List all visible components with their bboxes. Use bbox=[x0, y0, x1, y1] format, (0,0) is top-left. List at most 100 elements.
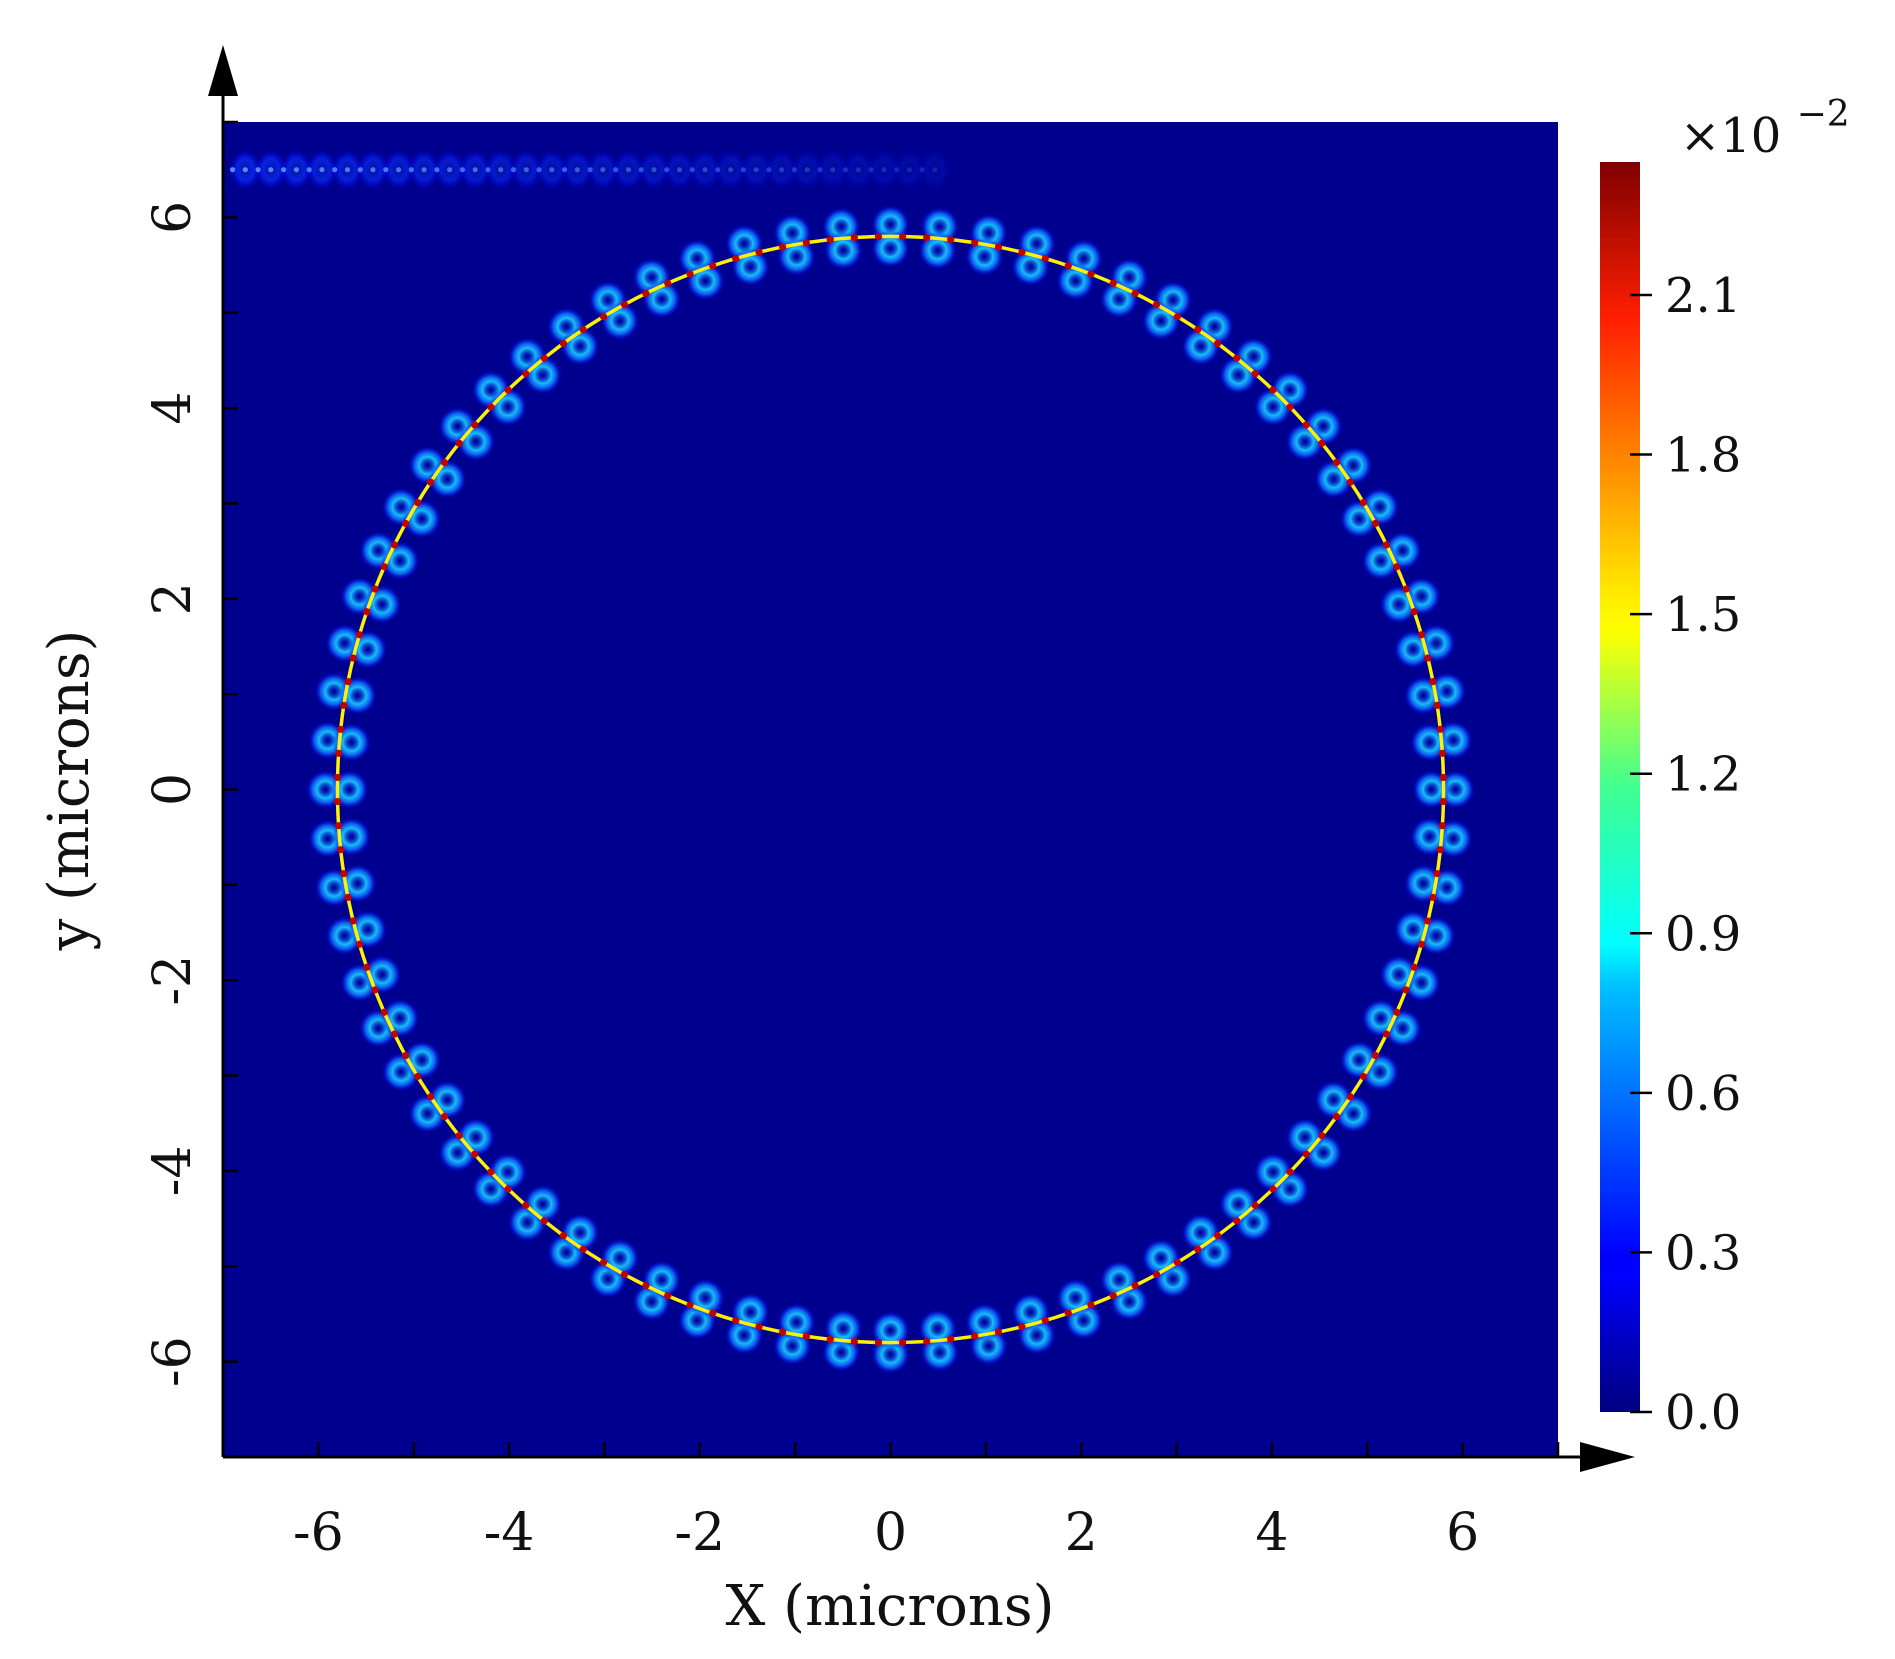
ring-peak-point bbox=[1041, 254, 1049, 263]
ring-peak-point bbox=[414, 1072, 422, 1081]
ring-peak-point bbox=[1064, 262, 1072, 270]
bus-waveguide-point bbox=[625, 167, 632, 173]
bus-waveguide-point bbox=[281, 167, 287, 173]
ring-peak-point bbox=[826, 1335, 834, 1343]
bus-waveguide-lobe bbox=[765, 149, 798, 190]
ring-peak-point bbox=[620, 1270, 629, 1278]
ring-peak-point bbox=[380, 563, 388, 571]
ring-peak-point bbox=[599, 1258, 608, 1266]
ring-peak-point bbox=[1233, 354, 1241, 362]
ring-peak-point bbox=[755, 248, 763, 256]
ring-peak-point bbox=[414, 498, 422, 507]
ring-peak-point bbox=[1439, 773, 1448, 782]
ring-peak-point bbox=[923, 1337, 931, 1345]
ring-peak-point bbox=[344, 678, 352, 686]
y-axis bbox=[208, 45, 238, 1457]
ring-peak-point bbox=[1302, 421, 1310, 429]
ring-peak-point bbox=[642, 289, 650, 298]
x-tick-label: 2 bbox=[1065, 1503, 1098, 1563]
bus-waveguide-point bbox=[587, 167, 593, 173]
ring-peak-point bbox=[440, 1112, 449, 1121]
ring-peak-point bbox=[1018, 1323, 1026, 1331]
bus-waveguide-point bbox=[753, 167, 759, 173]
ring-peak-point bbox=[1251, 370, 1259, 378]
bus-waveguide-point bbox=[229, 167, 236, 173]
ring-peak-point bbox=[427, 1093, 435, 1101]
ring-peak-point bbox=[1402, 986, 1410, 994]
ring-peak-point bbox=[686, 1301, 694, 1309]
ring-peak-point bbox=[455, 439, 463, 447]
y-tick-label: -4 bbox=[143, 1146, 203, 1197]
ring-peak-point bbox=[779, 1328, 787, 1336]
ring-peak-point bbox=[732, 1316, 740, 1325]
ring-peak-point bbox=[1109, 279, 1117, 287]
bus-waveguide-lobe bbox=[714, 149, 747, 190]
x-axis-arrow-icon bbox=[1580, 1442, 1635, 1472]
bus-waveguide-point bbox=[817, 167, 823, 173]
ring-peak-point bbox=[686, 270, 694, 278]
ring-inner-lobe bbox=[488, 387, 527, 426]
bus-waveguide-lobe bbox=[893, 149, 926, 190]
colorbar-tick-label: 2.1 bbox=[1665, 268, 1741, 324]
ring-peak-point bbox=[1109, 1292, 1117, 1300]
bus-waveguide-point bbox=[344, 167, 351, 173]
ring-peak-point bbox=[380, 1008, 388, 1016]
x-axis bbox=[223, 1442, 1635, 1472]
ring-inner-lobe bbox=[1254, 1153, 1293, 1192]
ring-inner-lobe bbox=[1254, 387, 1293, 426]
bus-waveguide-point bbox=[408, 167, 414, 173]
ring-peak-point bbox=[340, 870, 348, 878]
bus-waveguide-point bbox=[510, 167, 517, 173]
ring-peak-point bbox=[1286, 1168, 1294, 1176]
x-tick-label: -6 bbox=[293, 1503, 344, 1563]
ring-peak-point bbox=[664, 279, 672, 287]
ring-peak-point bbox=[802, 239, 810, 247]
ring-peak-point bbox=[1417, 631, 1426, 639]
bus-waveguide-point bbox=[600, 167, 606, 173]
ring-peak-point bbox=[1371, 519, 1379, 528]
bus-waveguide-point bbox=[498, 167, 504, 173]
bus-waveguide-point bbox=[536, 167, 542, 173]
ring-peak-point bbox=[1436, 725, 1444, 733]
bus-waveguide-point bbox=[728, 167, 734, 173]
ring-peak-point bbox=[874, 232, 883, 241]
ring-peak-point bbox=[874, 1338, 883, 1347]
y-tick-label: 0 bbox=[143, 773, 203, 806]
ring-peak-point bbox=[1346, 478, 1354, 486]
bus-waveguide-point bbox=[613, 167, 619, 173]
colorbar-ticks: 0.0 0.3 0.6 0.9 1.2 1.5 1.8 2.1 bbox=[1630, 268, 1741, 1441]
ring-peak-point bbox=[390, 1030, 399, 1038]
ring-peak-point bbox=[1087, 1301, 1095, 1309]
ring-peak-point bbox=[579, 1245, 587, 1253]
ring-peak-point bbox=[732, 254, 740, 263]
bus-waveguide-lobe bbox=[842, 149, 875, 190]
ring-peak-point bbox=[1359, 498, 1367, 507]
ring-peak-point bbox=[1439, 797, 1448, 806]
ring-peak-point bbox=[1429, 678, 1437, 686]
bus-waveguide-point bbox=[651, 167, 657, 173]
bus-waveguide-point bbox=[830, 167, 836, 173]
x-ticks: -6 -4 -2 0 2 4 6 bbox=[221, 1442, 1560, 1563]
ring-peak-point bbox=[1251, 1201, 1259, 1209]
ring-peak-point bbox=[1302, 1150, 1310, 1158]
ring-peak-point bbox=[1438, 822, 1446, 830]
ring-peak-point bbox=[335, 822, 343, 830]
ring-peak-point bbox=[1393, 563, 1401, 571]
x-tick-label: 6 bbox=[1446, 1503, 1479, 1563]
colorbar-tick-label: 0.0 bbox=[1665, 1385, 1741, 1441]
ring-peak-point bbox=[642, 1281, 650, 1290]
ring-peak-point bbox=[1382, 541, 1391, 549]
y-tick-label: 6 bbox=[143, 201, 203, 234]
bus-waveguide-point bbox=[447, 167, 453, 173]
bus-waveguide-point bbox=[421, 167, 427, 173]
ring-peak-point bbox=[455, 1132, 463, 1140]
colorbar-tick-label: 0.6 bbox=[1665, 1066, 1741, 1122]
bus-waveguide-point bbox=[779, 167, 785, 173]
ring-peak-point bbox=[402, 1051, 410, 1060]
ring-peak-point bbox=[994, 243, 1002, 251]
colorbar-multiplier: ×10 −2 bbox=[1680, 94, 1850, 164]
ring-peak-point bbox=[440, 458, 449, 467]
bus-waveguide-lobe bbox=[867, 149, 900, 190]
bus-waveguide-lobe bbox=[740, 149, 773, 190]
colorbar-tick-label: 0.3 bbox=[1665, 1225, 1741, 1281]
